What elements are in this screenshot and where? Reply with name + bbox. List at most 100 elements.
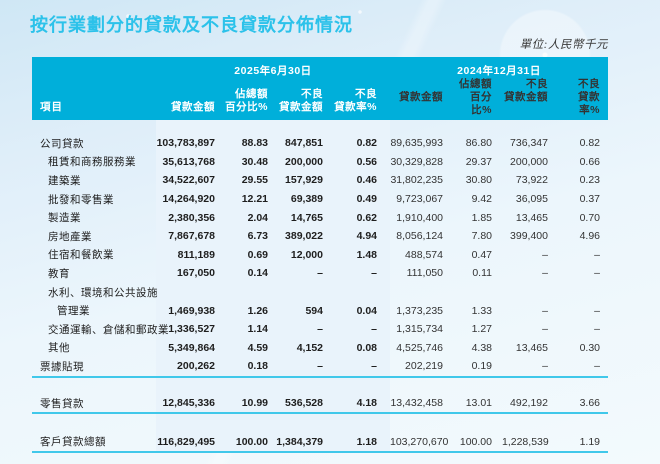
cell: – <box>317 267 323 280</box>
row-label: 客戶貸款總額 <box>40 436 106 449</box>
column-header-line: 百分比% <box>225 101 268 113</box>
cell: 12,845,336 <box>162 397 215 410</box>
cell: 13.01 <box>465 397 492 410</box>
cell: 89,635,993 <box>390 137 443 150</box>
table-row: 管理業 1,469,938 1.26 594 0.04 1,373,235 1.33 – – <box>32 301 608 320</box>
cell: 30.80 <box>465 174 492 187</box>
page-title: 按行業劃分的貸款及不良貸款分佈情況 <box>30 15 353 35</box>
cell: 7,867,678 <box>168 230 215 243</box>
cell: 1,373,235 <box>396 304 443 317</box>
cell: 14,765 <box>290 211 323 224</box>
column-header-line: 不良 <box>355 88 377 100</box>
cell: 103,270,670 <box>390 435 449 448</box>
row-label: 交通運輸、倉儲和郵政業 <box>48 323 169 336</box>
cell: 7.80 <box>471 230 492 243</box>
cell: 167,050 <box>177 267 215 280</box>
cell: 0.37 <box>579 193 600 206</box>
cell: 488,574 <box>405 248 443 261</box>
column-header-npl-amount: 不良 貸款金額 <box>502 78 558 117</box>
current-period-highlight-band <box>156 120 390 453</box>
cell: – <box>594 304 600 317</box>
table-row: 水利、環境和公共設施 <box>32 283 608 302</box>
table-body: 公司貸款 103,783,897 88.83 847,851 0.82 89,635,99… <box>32 120 608 378</box>
cell: – <box>542 323 548 336</box>
cell: 12,000 <box>290 248 323 261</box>
cell: – <box>594 267 600 280</box>
cell: 2,380,356 <box>168 211 215 224</box>
cell: 0.19 <box>471 360 492 373</box>
cell: – <box>371 323 377 336</box>
table-row: 其他 5,349,864 4.59 4,152 0.08 4,525,746 4.38 13,… <box>32 339 608 358</box>
cell: – <box>371 360 377 373</box>
cell: 1.33 <box>471 304 492 317</box>
cell: 116,829,495 <box>157 435 215 448</box>
cell: 1,910,400 <box>396 211 443 224</box>
cell: 200,262 <box>177 360 215 373</box>
cell: 1,336,527 <box>168 323 215 336</box>
table-row: 建築業 34,522,607 29.55 157,929 0.46 31,802,235 3… <box>32 171 608 190</box>
row-label: 公司貸款 <box>40 137 84 150</box>
cell: – <box>542 360 548 373</box>
cell: – <box>542 248 548 261</box>
cell: 1,228,539 <box>502 435 549 448</box>
row-label: 批發和零售業 <box>48 193 114 206</box>
cell: 4.38 <box>471 341 492 354</box>
cell: 811,189 <box>177 248 215 261</box>
cell: 0.69 <box>247 248 268 261</box>
cell: 0.70 <box>579 211 600 224</box>
cell: 6.73 <box>247 230 268 243</box>
column-header-line <box>390 78 443 91</box>
cell: 847,851 <box>285 137 323 150</box>
cell: 69,389 <box>290 193 323 206</box>
cell: 30,329,828 <box>390 155 443 168</box>
cell: 4.18 <box>356 397 377 410</box>
cell: – <box>317 360 323 373</box>
cell: 13,465 <box>515 211 548 224</box>
column-header-line: 百分比% <box>470 91 492 116</box>
row-label: 票據貼現 <box>40 360 84 373</box>
cell: 36,095 <box>515 193 548 206</box>
cell: 0.11 <box>472 267 492 280</box>
cell: – <box>542 304 548 317</box>
cell: 14,264,920 <box>162 193 215 206</box>
cell: 5,349,864 <box>168 341 215 354</box>
cell: 10.99 <box>241 397 268 410</box>
column-header-npl-ratio: 不良 貸款率% <box>333 88 390 114</box>
cell: 100.00 <box>235 435 268 448</box>
row-label: 租賃和商務服務業 <box>48 156 136 169</box>
table-row: 零售貸款 12,845,336 10.99 536,528 4.18 13,432,458… <box>32 394 608 413</box>
cell: 0.14 <box>247 267 268 280</box>
cell: 100.00 <box>459 435 492 448</box>
cell: 1.19 <box>579 435 600 448</box>
column-header-line: 不良 <box>301 88 323 100</box>
cell: 86.80 <box>465 137 492 150</box>
cell: 0.82 <box>579 137 600 150</box>
cell: 736,347 <box>510 137 548 150</box>
cell: 157,929 <box>285 174 323 187</box>
period-date-label: 2025年6月30日 <box>234 65 312 77</box>
cell: 2.04 <box>247 211 268 224</box>
cell: 4.96 <box>579 230 600 243</box>
cell: 0.47 <box>471 248 492 261</box>
column-header-line: 貸款金額 <box>279 101 323 113</box>
cell: 3.66 <box>579 397 600 410</box>
cell: 0.23 <box>579 174 600 187</box>
column-header-npl-ratio: 不良 貸款率% <box>558 78 608 117</box>
cell: 13,465 <box>515 341 548 354</box>
column-header-line: 佔總額 <box>235 88 268 100</box>
cell: 35,613,768 <box>162 155 215 168</box>
cell: 536,528 <box>285 397 323 410</box>
cell: – <box>371 267 377 280</box>
row-label: 建築業 <box>48 174 81 187</box>
cell: 1.27 <box>471 323 492 336</box>
cell: 200,000 <box>510 155 548 168</box>
cell: 1.48 <box>356 248 377 261</box>
cell: 0.56 <box>356 155 377 168</box>
cell: – <box>594 248 600 261</box>
cell: 29.55 <box>241 174 268 187</box>
row-label: 製造業 <box>48 212 81 225</box>
cell: 0.46 <box>356 174 377 187</box>
cell: 389,022 <box>285 230 323 243</box>
table-row: 客戶貸款總額 116,829,495 100.00 1,384,379 1.18 103,… <box>32 432 608 451</box>
cell: – <box>317 323 323 336</box>
